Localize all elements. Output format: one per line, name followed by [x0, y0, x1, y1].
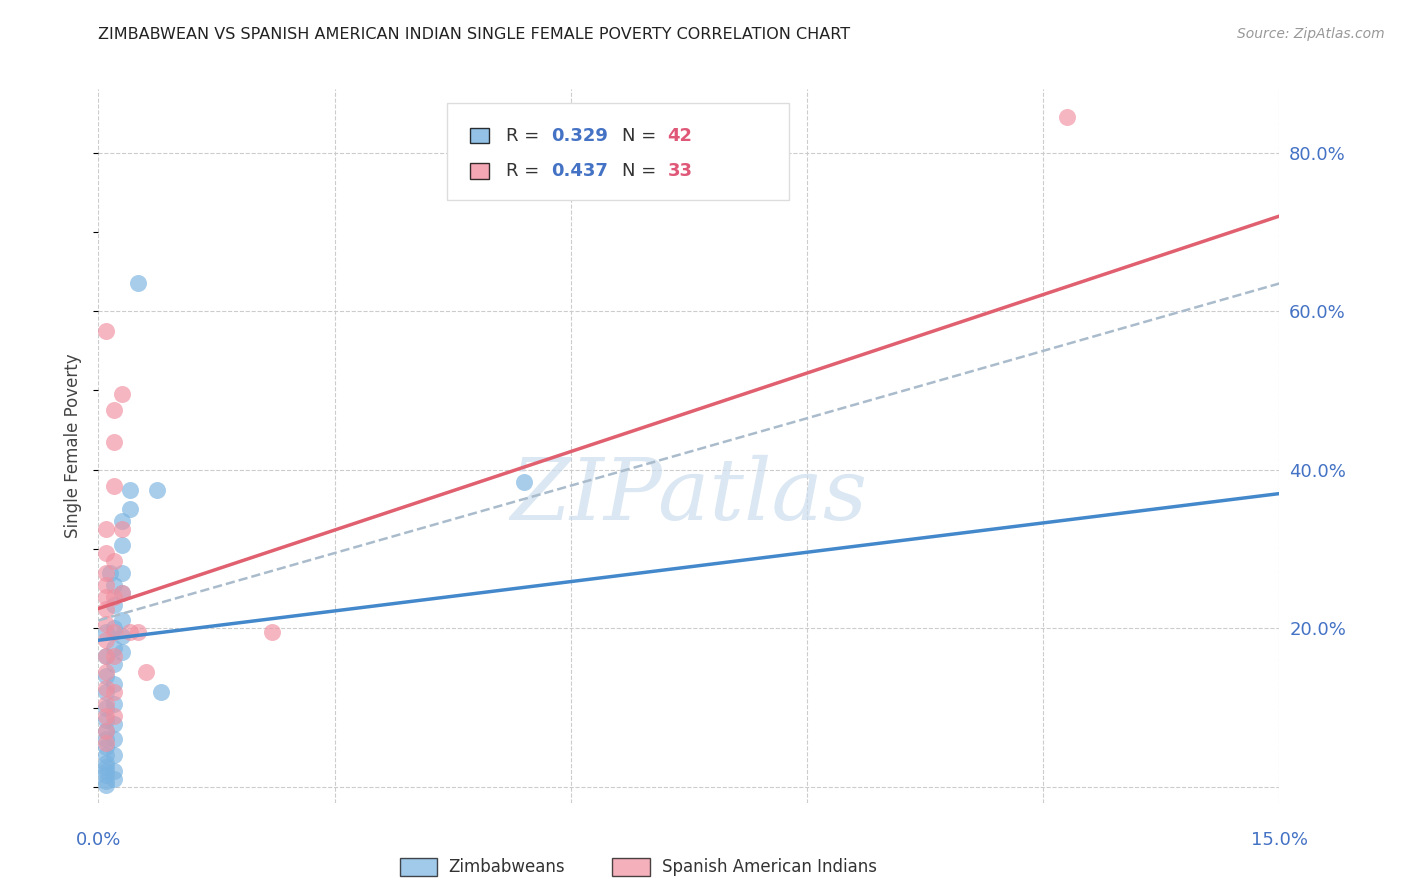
Text: 0.0%: 0.0% [76, 830, 121, 848]
Point [103, 772, 125, 786]
Point [96, 681, 118, 695]
Point [103, 649, 125, 664]
Point [103, 590, 125, 604]
Text: N =: N = [621, 127, 662, 145]
Point [103, 677, 125, 691]
Text: R =: R = [506, 162, 546, 180]
Point [103, 435, 125, 450]
Point [512, 475, 534, 489]
Text: Source: ZipAtlas.com: Source: ZipAtlas.com [1237, 27, 1385, 41]
Point [96, 764, 118, 778]
Point [96, 669, 118, 683]
Point [146, 483, 169, 497]
Point [96, 740, 118, 755]
Point [103, 403, 125, 417]
Point [103, 478, 125, 492]
Y-axis label: Single Female Poverty: Single Female Poverty [65, 354, 83, 538]
Point [96, 522, 118, 536]
Point [103, 578, 125, 592]
Point [96, 724, 118, 739]
FancyBboxPatch shape [612, 858, 650, 876]
Point [1056, 110, 1078, 124]
Point [135, 665, 157, 679]
Point [103, 625, 125, 640]
Point [111, 538, 134, 552]
Text: ZIMBABWEAN VS SPANISH AMERICAN INDIAN SINGLE FEMALE POVERTY CORRELATION CHART: ZIMBABWEAN VS SPANISH AMERICAN INDIAN SI… [98, 27, 851, 42]
Point [111, 522, 134, 536]
Text: 0.437: 0.437 [551, 162, 607, 180]
Text: ZIPatlas: ZIPatlas [510, 455, 868, 537]
Point [96, 633, 118, 648]
Text: Zimbabweans: Zimbabweans [449, 858, 565, 876]
Point [96, 566, 118, 580]
Point [103, 657, 125, 671]
Point [96, 685, 118, 699]
Point [103, 697, 125, 711]
Point [103, 554, 125, 568]
Point [103, 708, 125, 723]
Point [150, 685, 173, 699]
Point [96, 617, 118, 632]
Point [111, 387, 134, 401]
Point [103, 732, 125, 747]
Point [96, 713, 118, 727]
Point [96, 625, 118, 640]
Point [111, 566, 134, 580]
Point [118, 502, 141, 516]
Point [103, 764, 125, 778]
Point [96, 768, 118, 782]
Text: Spanish American Indians: Spanish American Indians [662, 858, 877, 876]
Point [111, 629, 134, 643]
Point [96, 697, 118, 711]
Point [127, 625, 149, 640]
Point [96, 601, 118, 615]
Point [96, 649, 118, 664]
Point [96, 732, 118, 747]
Text: 15.0%: 15.0% [1251, 830, 1308, 848]
FancyBboxPatch shape [471, 128, 489, 144]
Point [96, 736, 118, 750]
Point [98, 566, 121, 580]
Point [103, 641, 125, 656]
Text: 42: 42 [668, 127, 693, 145]
Point [103, 598, 125, 612]
Point [96, 778, 118, 792]
FancyBboxPatch shape [399, 858, 437, 876]
Point [111, 585, 134, 599]
Point [103, 748, 125, 763]
Point [96, 324, 118, 338]
Point [127, 277, 149, 291]
Point [96, 773, 118, 788]
Text: 0.329: 0.329 [551, 127, 607, 145]
Point [96, 748, 118, 763]
Point [111, 645, 134, 659]
Point [111, 614, 134, 628]
Text: 33: 33 [668, 162, 693, 180]
Point [103, 716, 125, 731]
Point [260, 625, 283, 640]
Point [96, 724, 118, 739]
Point [103, 621, 125, 635]
Point [111, 585, 134, 599]
Point [96, 700, 118, 714]
Point [118, 483, 141, 497]
Point [103, 685, 125, 699]
Point [96, 708, 118, 723]
Point [96, 760, 118, 774]
Point [96, 590, 118, 604]
Point [96, 665, 118, 679]
Point [96, 756, 118, 771]
Point [96, 546, 118, 560]
FancyBboxPatch shape [447, 103, 789, 200]
Point [96, 649, 118, 664]
Text: R =: R = [506, 127, 546, 145]
Text: N =: N = [621, 162, 662, 180]
FancyBboxPatch shape [471, 163, 489, 179]
Point [111, 514, 134, 528]
Point [118, 625, 141, 640]
Point [96, 578, 118, 592]
